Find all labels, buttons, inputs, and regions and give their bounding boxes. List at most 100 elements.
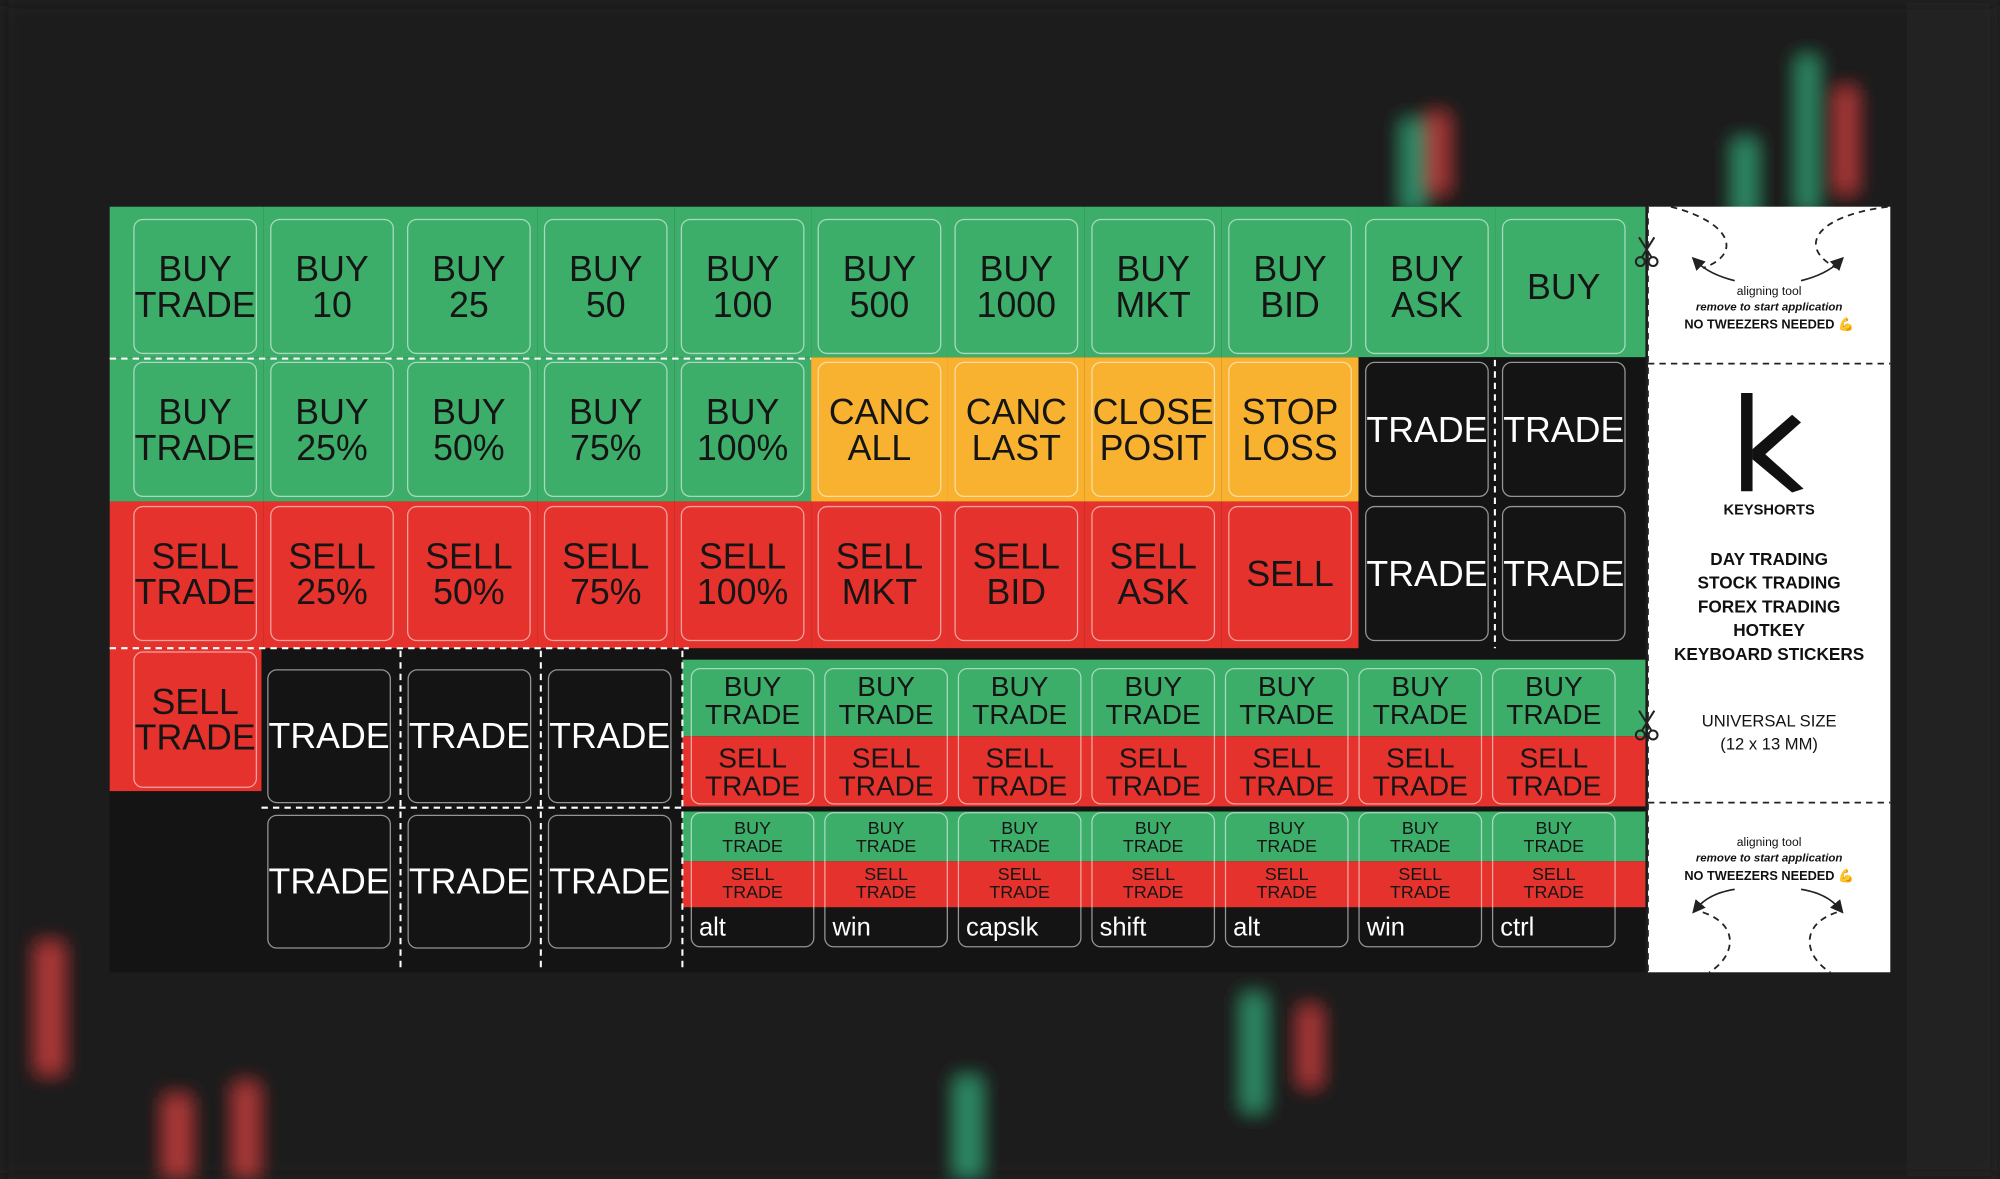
key [547, 669, 672, 804]
key-label: BID [1260, 285, 1320, 325]
key-label: 25% [296, 572, 367, 612]
key-band [1495, 501, 1646, 649]
key-label: TRADE [135, 428, 256, 468]
key-outline [824, 812, 948, 948]
key-band [1084, 357, 1222, 502]
key-label: TRADE [989, 882, 1050, 902]
key-label: BUY [1268, 818, 1305, 838]
key-band [1495, 206, 1646, 358]
key-label: BUY [706, 249, 780, 289]
key-outline [543, 218, 668, 355]
key-label: BUY [1527, 267, 1601, 307]
tool-tagline: NO TWEEZERS NEEDED 💪 [1684, 317, 1854, 332]
key-outline [270, 505, 394, 642]
key-band [1358, 357, 1496, 502]
key-label: TRADE [135, 285, 256, 325]
key-label: TRADE [856, 882, 917, 902]
key-label: TRADE [1256, 882, 1317, 902]
key-outline [1228, 505, 1352, 642]
tool-title: aligning tool [1737, 835, 1802, 849]
key-label: TRADE [856, 836, 917, 856]
key-band [537, 206, 675, 358]
key-outline [407, 361, 531, 497]
key-outline [543, 505, 668, 642]
key-outline [817, 361, 942, 497]
key-label: TRADE [1106, 699, 1201, 730]
key-band [1221, 206, 1359, 358]
key-outline [690, 667, 815, 805]
key-band [263, 206, 401, 358]
use-item: STOCK TRADING [1698, 573, 1841, 593]
key-label: SELL [1119, 742, 1188, 773]
key-label: SELL [1398, 864, 1442, 884]
key-outline [1491, 812, 1616, 948]
key-band [674, 357, 812, 502]
key-outline [957, 812, 1082, 948]
key-outline [1501, 505, 1626, 642]
key-outline [1358, 667, 1483, 805]
key-label: TRADE [1366, 410, 1487, 450]
key-label: 1000 [977, 285, 1056, 325]
key-label: SELL [998, 864, 1042, 884]
key-label: BUY [868, 818, 905, 838]
key-label: LAST [972, 428, 1061, 468]
use-item: KEYBOARD STICKERS [1674, 644, 1864, 664]
key-label: SELL [985, 742, 1054, 773]
key-label: BUY [706, 392, 780, 432]
key-band [109, 357, 264, 502]
key-band [811, 501, 948, 649]
key-outline [133, 361, 258, 497]
key-band [109, 206, 264, 358]
key-outline [817, 505, 942, 642]
key-band [947, 501, 1085, 649]
key-band [263, 357, 401, 502]
key-outline [270, 361, 394, 497]
key-label: TRADE [1373, 699, 1468, 730]
key-label: SELL [1386, 742, 1455, 773]
key-label: CANC [966, 392, 1067, 432]
use-item: FOREX TRADING [1698, 596, 1841, 616]
key-label: SELL [1532, 864, 1576, 884]
key-label: SELL [718, 742, 787, 773]
key-outline [1091, 218, 1216, 355]
key-label: SELL [1246, 554, 1333, 594]
use-item: HOTKEY [1733, 620, 1805, 640]
key-outline [1228, 218, 1352, 355]
key-label: TRADE [135, 572, 256, 612]
key-outline [407, 218, 531, 355]
key-label: TRADE [1123, 836, 1184, 856]
key-label: 50% [433, 428, 504, 468]
key-label: CLOSE [1093, 392, 1214, 432]
key-label: SELL [1520, 742, 1589, 773]
size: (12 x 13 MM) [1720, 734, 1818, 753]
key-label: BUY [432, 392, 506, 432]
key-label: TRADE [1524, 882, 1585, 902]
key-band [537, 357, 675, 502]
key-label: SELL [1252, 742, 1321, 773]
key-band [1084, 206, 1222, 358]
key-band [1221, 501, 1359, 649]
modifier-label: alt [699, 914, 726, 942]
key-label: TRADE [839, 699, 934, 730]
key-label: BID [987, 572, 1047, 612]
key-band [674, 501, 812, 649]
key-label: TRADE [989, 836, 1050, 856]
panel-decor [1634, 205, 1891, 974]
key-outline [954, 361, 1079, 497]
key-outline [1091, 812, 1216, 948]
key-band [1358, 206, 1496, 358]
key-label: SELL [151, 536, 238, 576]
key-label: BUY [295, 249, 369, 289]
brand: KEYSHORTS [1724, 502, 1815, 518]
key-label: ASK [1117, 572, 1189, 612]
key-outline [1091, 361, 1216, 497]
logo [1741, 393, 1804, 493]
key-label: BUY [569, 392, 643, 432]
key-label: 50% [433, 572, 504, 612]
key-label: TRADE [1239, 699, 1334, 730]
scissors-icon [1634, 236, 1659, 741]
key-label: TRADE [722, 882, 783, 902]
key-outline [957, 667, 1082, 805]
tool-tagline: NO TWEEZERS NEEDED 💪 [1684, 868, 1854, 883]
key [267, 669, 391, 804]
